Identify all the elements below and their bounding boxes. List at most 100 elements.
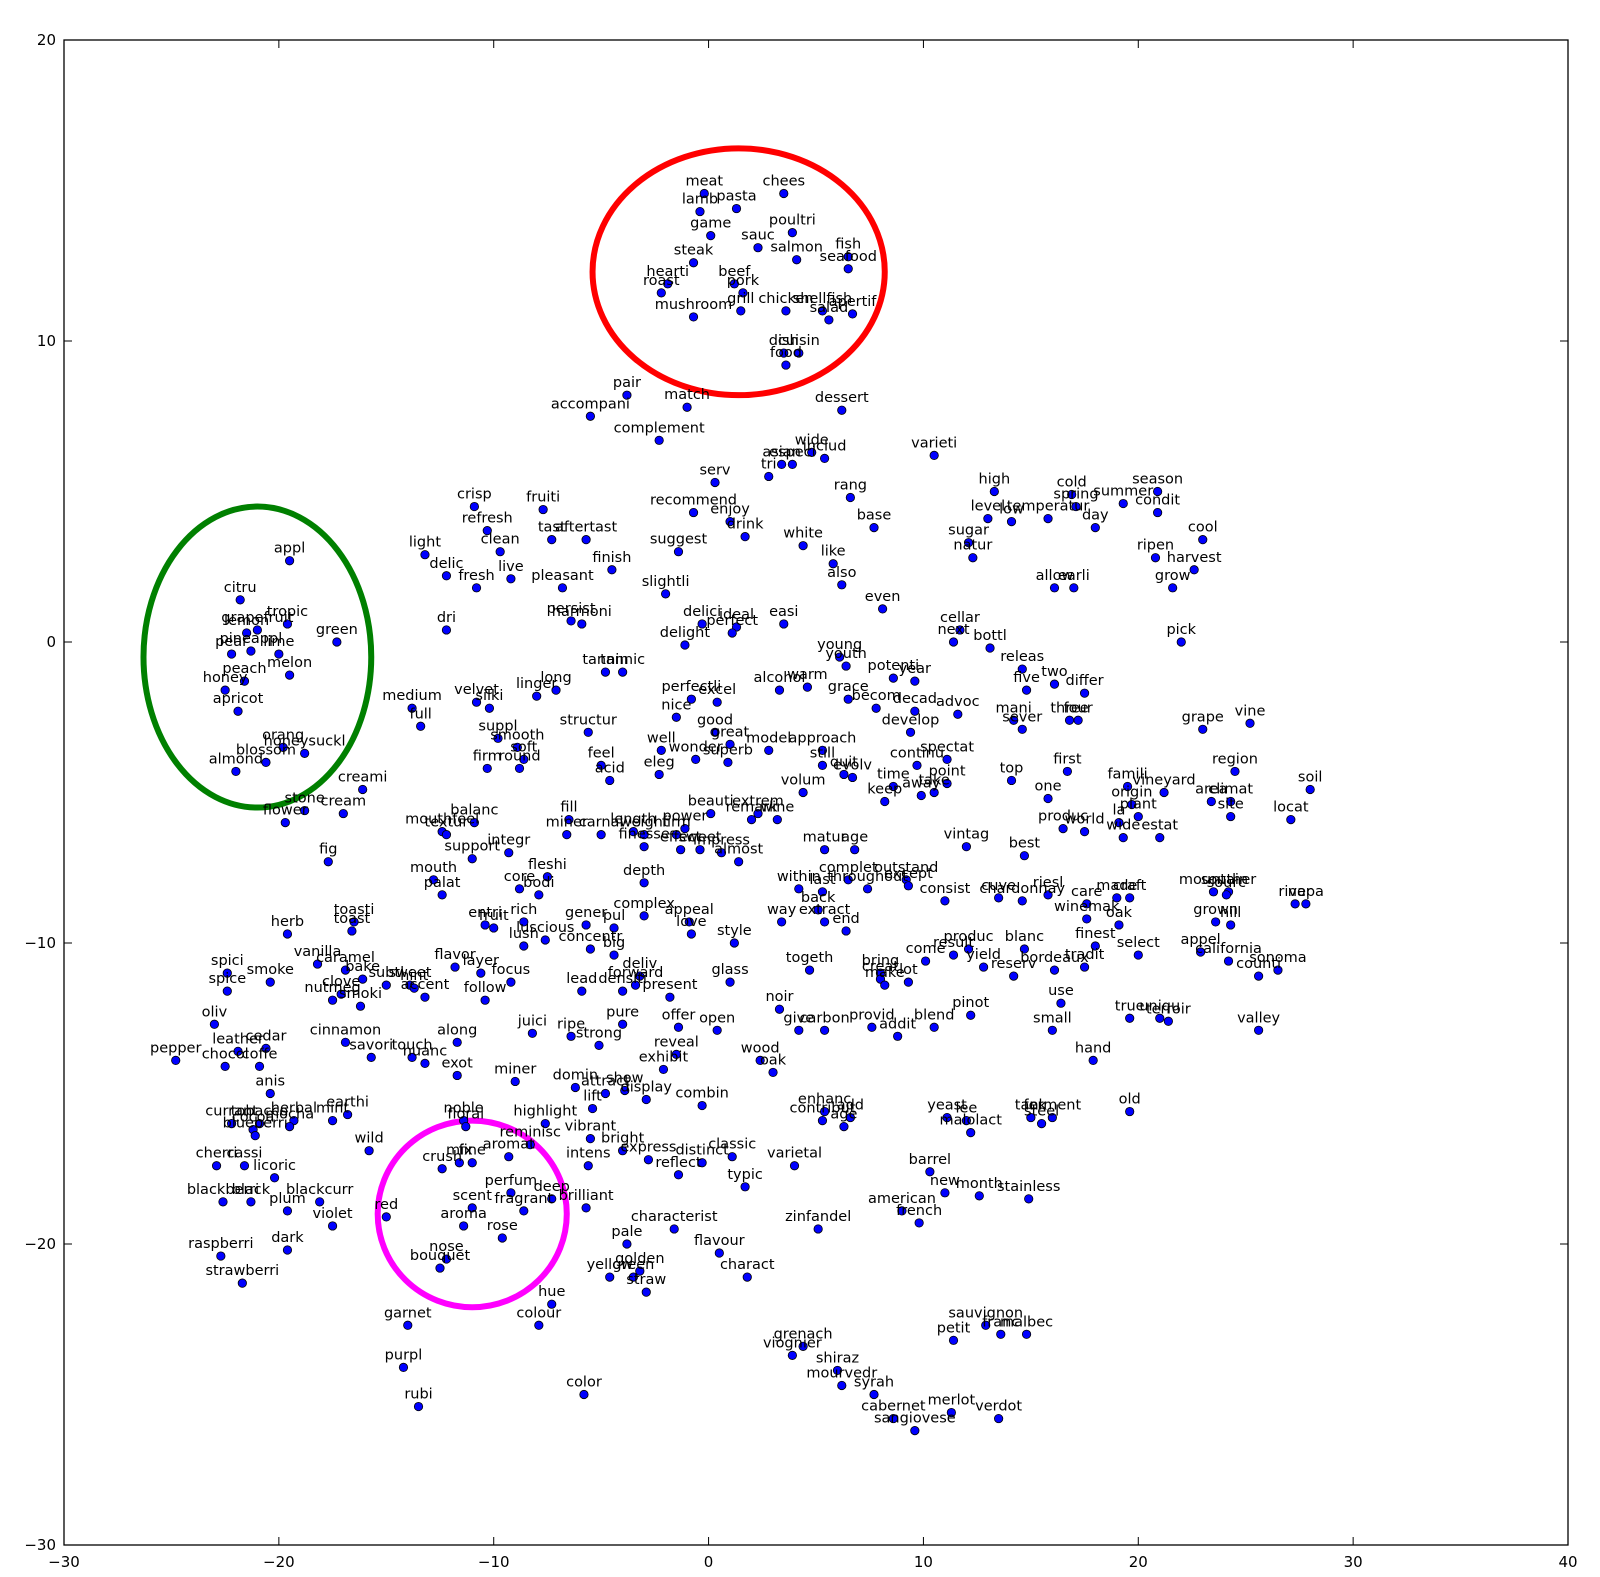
- point-label: use: [1048, 983, 1074, 999]
- data-point: [482, 526, 492, 536]
- data-point: [691, 754, 701, 764]
- point-label: complex: [613, 896, 675, 912]
- point-label: effect: [660, 830, 702, 846]
- data-point: [1079, 827, 1090, 837]
- point-label: savori: [349, 1037, 393, 1053]
- x-tick-label: 40: [1558, 1553, 1577, 1571]
- data-point: [471, 583, 482, 593]
- data-point: [817, 745, 828, 755]
- point-label: combin: [675, 1086, 728, 1102]
- data-point: [452, 1070, 462, 1081]
- data-point: [660, 589, 671, 599]
- x-tick-label: −10: [478, 1553, 510, 1571]
- point-label: verdot: [975, 1399, 1022, 1415]
- point-label: harmoni: [552, 604, 612, 620]
- data-point: [978, 962, 989, 972]
- data-point: [869, 1389, 879, 1400]
- data-point: [564, 814, 574, 825]
- data-point: [1114, 817, 1124, 828]
- data-point: [300, 805, 310, 816]
- point-label: fresh: [458, 568, 494, 584]
- point-label: barrel: [909, 1152, 951, 1168]
- y-tick-label: 0: [46, 633, 56, 651]
- data-point: [547, 535, 557, 545]
- data-point: [540, 935, 550, 945]
- point-label: addit: [879, 1016, 916, 1032]
- point-label: feel: [588, 745, 615, 761]
- data-point: [566, 616, 576, 626]
- point-label: hue: [538, 1284, 565, 1300]
- point-label: deliv: [622, 956, 657, 972]
- point-label: mouthfeel: [405, 812, 479, 828]
- data-point: [1189, 565, 1199, 575]
- point-label: rose: [487, 1218, 518, 1234]
- data-point: [804, 965, 815, 975]
- data-point: [777, 917, 787, 927]
- point-label: lift: [583, 1089, 602, 1105]
- point-label: characterist: [631, 1209, 718, 1225]
- data-point: [381, 980, 391, 990]
- point-label: high: [979, 472, 1011, 488]
- data-point: [669, 1224, 679, 1234]
- data-point: [948, 637, 959, 647]
- data-point: [1058, 824, 1068, 834]
- point-label: focus: [492, 962, 531, 978]
- point-label: peach: [222, 661, 266, 677]
- data-point: [284, 670, 295, 680]
- data-point: [1176, 637, 1186, 647]
- point-label: seafood: [820, 249, 877, 265]
- data-point: [484, 703, 495, 713]
- highlight-ellipse-0: [589, 145, 888, 399]
- data-point: [910, 706, 920, 716]
- y-tick-label: −20: [24, 1235, 56, 1253]
- data-point: [532, 691, 542, 701]
- point-label: especi: [769, 444, 816, 460]
- data-point: [340, 1037, 351, 1047]
- point-label: tradit: [1065, 947, 1105, 963]
- data-point: [729, 938, 739, 948]
- data-point: [893, 1031, 903, 1041]
- point-label: smooth: [490, 727, 544, 743]
- data-point: [1226, 796, 1236, 807]
- data-point: [905, 727, 916, 737]
- point-label: oak: [1106, 905, 1133, 921]
- data-point: [912, 760, 922, 771]
- point-label: balanc: [450, 803, 498, 819]
- data-point: [420, 1058, 430, 1069]
- data-point: [839, 769, 849, 780]
- highlight-ellipses: [140, 145, 888, 1311]
- data-point: [994, 893, 1004, 903]
- point-label: mushroom: [655, 297, 733, 313]
- data-point: [1017, 664, 1027, 674]
- data-point: [1208, 887, 1219, 897]
- data-point: [1019, 944, 1030, 954]
- point-label: fine: [459, 1143, 486, 1159]
- point-label: herbal: [271, 1101, 317, 1117]
- data-point: [336, 989, 346, 999]
- point-label: textur: [425, 815, 469, 831]
- point-label: mani: [996, 700, 1032, 716]
- data-point: [332, 637, 342, 647]
- point-label: aroma: [440, 1206, 486, 1222]
- data-point: [231, 766, 241, 777]
- point-label: deep: [534, 1179, 570, 1195]
- point-label: densiti: [598, 971, 647, 987]
- data-point: [843, 694, 853, 704]
- point-label: excel: [698, 682, 736, 698]
- point-label: month: [956, 1176, 1003, 1192]
- x-tick-label: 10: [914, 1553, 933, 1571]
- point-label: produc: [944, 929, 994, 945]
- x-tick-label: 30: [1344, 1553, 1363, 1571]
- point-label: well: [647, 730, 676, 746]
- data-point: [476, 968, 486, 978]
- point-label: quit: [830, 754, 858, 770]
- point-label: display: [621, 1080, 673, 1096]
- point-label: temperatur: [1007, 499, 1090, 515]
- data-point: [583, 1161, 593, 1171]
- point-label: care: [1071, 884, 1103, 900]
- data-point: [802, 682, 813, 692]
- point-label: live: [498, 559, 524, 575]
- point-label: clean: [481, 532, 520, 548]
- y-tick-label: 20: [37, 31, 56, 49]
- highlight-ellipse-1: [140, 503, 375, 811]
